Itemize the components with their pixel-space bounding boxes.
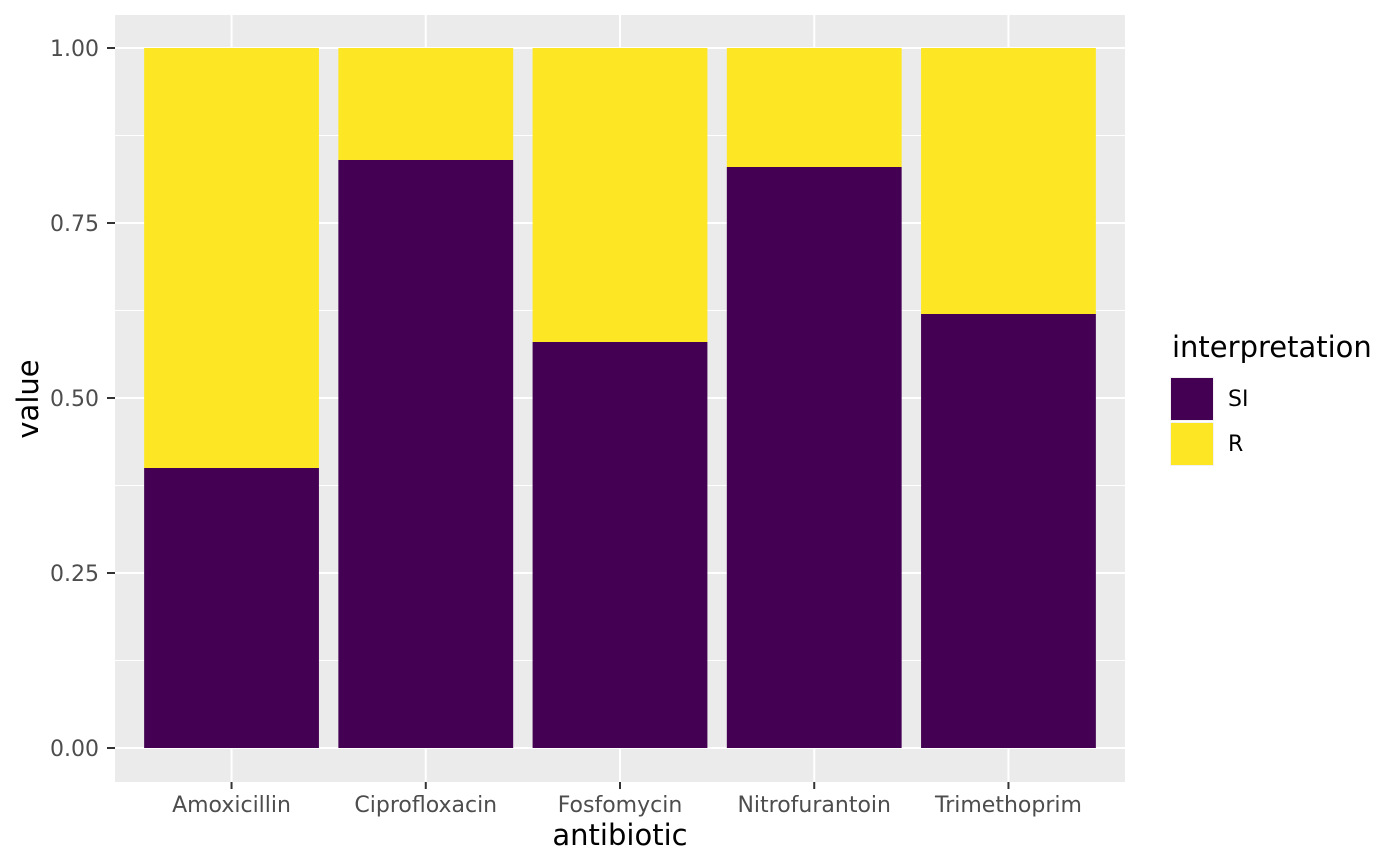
x-axis-tick-label: Trimethoprim bbox=[934, 793, 1082, 818]
bar-segment-Nitrofurantoin-SI bbox=[726, 167, 902, 748]
x-axis-tick-label: Ciprofloxacin bbox=[354, 793, 497, 818]
y-axis-tick-label: 0.50 bbox=[50, 387, 99, 412]
legend-swatch-R bbox=[1170, 422, 1214, 466]
bar-segment-Ciprofloxacin-R bbox=[338, 48, 514, 160]
x-axis-tick-label: Fosfomycin bbox=[558, 793, 683, 818]
x-axis-tick-label: Nitrofurantoin bbox=[737, 793, 891, 818]
bar-segment-Nitrofurantoin-R bbox=[726, 48, 902, 167]
bar-segment-Ciprofloxacin-SI bbox=[338, 160, 514, 748]
legend-label-SI: SI bbox=[1228, 386, 1249, 412]
bar-segment-Trimethoprim-SI bbox=[921, 314, 1096, 748]
legend-entry-SI: SI bbox=[1170, 377, 1372, 421]
legend: interpretation SI R bbox=[1170, 330, 1372, 467]
y-axis-title: value bbox=[11, 359, 45, 439]
x-axis-title: antibiotic bbox=[552, 818, 688, 852]
legend-title: interpretation bbox=[1172, 330, 1372, 364]
legend-entry-R: R bbox=[1170, 422, 1372, 466]
y-axis-tick-label: 0.00 bbox=[50, 737, 99, 762]
bar-segment-Fosfomycin-SI bbox=[532, 342, 708, 748]
y-axis-tick-label: 0.75 bbox=[50, 212, 99, 237]
bar-segment-Amoxicillin-R bbox=[144, 48, 319, 468]
bar-segment-Amoxicillin-SI bbox=[144, 468, 319, 748]
bar-segment-Trimethoprim-R bbox=[921, 48, 1096, 314]
x-axis-tick-label: Amoxicillin bbox=[172, 793, 291, 818]
y-axis-tick-label: 0.25 bbox=[50, 562, 99, 587]
y-axis-tick-label: 1.00 bbox=[50, 37, 99, 62]
bar-segment-Fosfomycin-R bbox=[532, 48, 708, 342]
legend-entries: SI R bbox=[1170, 377, 1372, 466]
legend-swatch-SI bbox=[1170, 377, 1214, 421]
legend-label-R: R bbox=[1228, 431, 1244, 457]
